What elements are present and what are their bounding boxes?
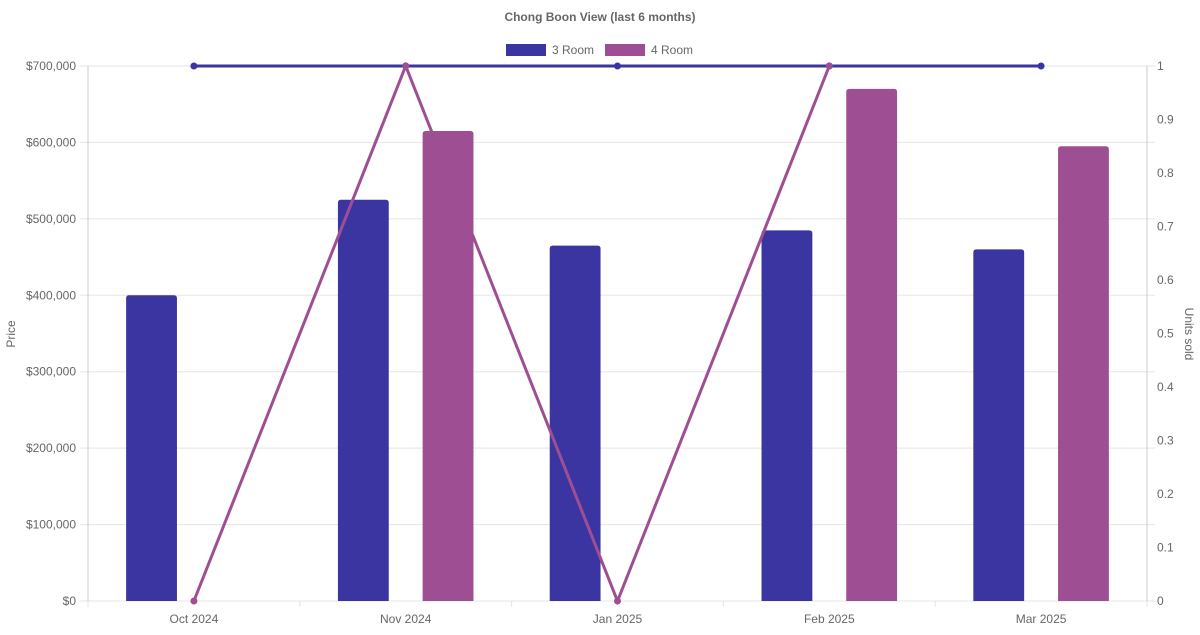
right-tick-label-3: 0.3 bbox=[1157, 434, 1174, 448]
bars bbox=[126, 88, 1109, 602]
right-tick-label-8: 0.8 bbox=[1157, 166, 1174, 180]
line-point-1-nov-2024[interactable] bbox=[402, 62, 410, 70]
line-point-0-jan-2025[interactable] bbox=[614, 62, 621, 70]
bar-3-room-jan-2025[interactable] bbox=[549, 245, 601, 601]
line-series-1 bbox=[192, 61, 831, 606]
legend-label-4-room[interactable]: 4 Room bbox=[651, 43, 693, 57]
left-tick-label-7: $700,000 bbox=[26, 59, 76, 73]
legend-swatch-3-room[interactable] bbox=[506, 44, 546, 56]
left-tick-label-4: $400,000 bbox=[26, 288, 76, 302]
line-point-1-oct-2024[interactable] bbox=[190, 597, 198, 605]
right-axis-title: Units sold bbox=[1182, 308, 1196, 361]
grid bbox=[80, 65, 1155, 607]
chart-title: Chong Boon View (last 6 months) bbox=[504, 10, 695, 24]
bar-3-room-mar-2025[interactable] bbox=[973, 249, 1025, 601]
left-tick-label-0: $0 bbox=[63, 594, 77, 608]
x-tick-label-feb-2025: Feb 2025 bbox=[804, 612, 855, 626]
lines bbox=[190, 61, 1045, 606]
right-tick-label-0: 0 bbox=[1157, 594, 1164, 608]
right-tick-label-6: 0.6 bbox=[1157, 273, 1174, 287]
x-tick-label-jan-2025: Jan 2025 bbox=[593, 612, 643, 626]
legend-label-3-room[interactable]: 3 Room bbox=[552, 43, 594, 57]
bar-3-room-nov-2024[interactable] bbox=[337, 199, 389, 601]
left-tick-label-6: $600,000 bbox=[26, 135, 76, 149]
left-tick-label-1: $100,000 bbox=[26, 518, 76, 532]
line-point-0-oct-2024[interactable] bbox=[190, 62, 198, 70]
x-axis-ticks: Oct 2024 Nov 2024 Jan 2025 Feb 2025 Mar 2025 bbox=[170, 612, 1067, 626]
line-point-0-mar-2025[interactable] bbox=[1037, 62, 1045, 70]
bar-4-room-mar-2025[interactable] bbox=[1058, 146, 1109, 601]
right-tick-label-10: 1 bbox=[1157, 59, 1164, 73]
bar-3-room-feb-2025[interactable] bbox=[761, 230, 813, 602]
right-tick-label-9: 0.9 bbox=[1157, 113, 1174, 127]
right-tick-label-7: 0.7 bbox=[1157, 220, 1174, 234]
right-tick-label-5: 0.5 bbox=[1157, 327, 1174, 341]
left-axis-ticks: $0 $100,000 $200,000 $300,000 $400,000 $500,0… bbox=[26, 59, 76, 608]
left-tick-label-5: $500,000 bbox=[26, 212, 76, 226]
x-tick-label-nov-2024: Nov 2024 bbox=[380, 612, 432, 626]
legend-swatch-4-room[interactable] bbox=[605, 44, 645, 56]
bar-4-room-nov-2024[interactable] bbox=[422, 130, 474, 601]
right-axis-ticks: 0 0.1 0.2 0.3 0.4 0.5 0.6 0.7 0.8 0.9 1 bbox=[1157, 59, 1174, 608]
x-tick-label-mar-2025: Mar 2025 bbox=[1016, 612, 1067, 626]
line-point-1-jan-2025[interactable] bbox=[614, 597, 621, 605]
bar-4-room-feb-2025[interactable] bbox=[846, 88, 898, 601]
legend: 3 Room 4 Room bbox=[506, 43, 693, 57]
left-tick-label-3: $300,000 bbox=[26, 365, 76, 379]
x-tick-label-oct-2024: Oct 2024 bbox=[170, 612, 219, 626]
left-axis-title: Price bbox=[4, 320, 18, 348]
line-point-1-feb-2025[interactable] bbox=[825, 62, 833, 70]
right-tick-label-1: 0.1 bbox=[1157, 541, 1174, 555]
left-tick-label-2: $200,000 bbox=[26, 441, 76, 455]
right-tick-label-2: 0.2 bbox=[1157, 487, 1174, 501]
right-tick-label-4: 0.4 bbox=[1157, 380, 1174, 394]
bar-3-room-oct-2024[interactable] bbox=[126, 295, 177, 601]
